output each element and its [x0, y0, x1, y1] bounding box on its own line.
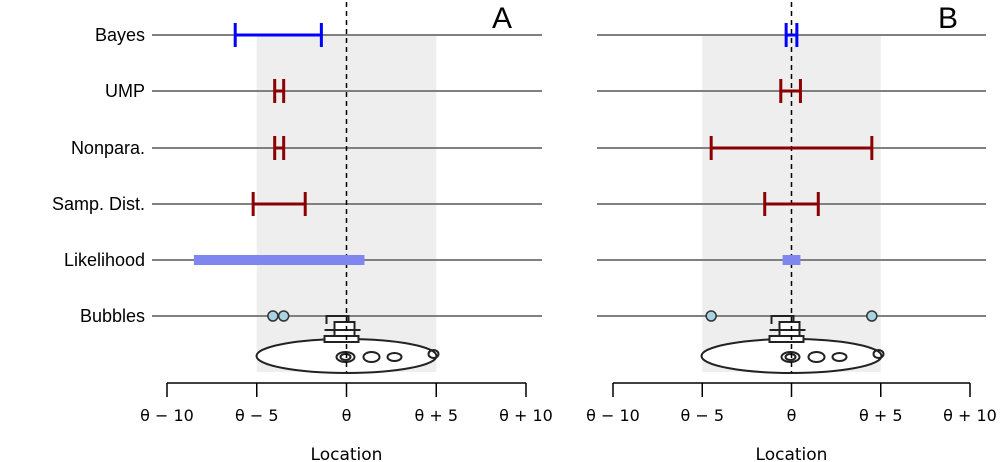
interval-ump: [779, 79, 802, 103]
x-tick-label: θ − 10: [140, 406, 194, 425]
bubble-1: [267, 310, 279, 322]
x-tick-label: θ + 10: [499, 406, 553, 425]
interval-likelihood: [782, 255, 801, 265]
submarine-porthole-3: [831, 352, 848, 362]
submarine-porthole-1-inner: [784, 353, 797, 361]
row-labels: Bayes UMP Nonpara. Samp. Dist. Likelihood Bub…: [52, 25, 145, 326]
panel-a: Aθ − 10 θ − 5 θ θ + 5 θ + 10 Location: [140, 2, 553, 462]
interval-nonpara: [273, 136, 286, 160]
submarine-periscope: [325, 315, 350, 324]
bubble-1: [705, 310, 717, 322]
interval-likelihood: [193, 255, 365, 265]
submarine-propeller: [872, 349, 885, 359]
row-label-bayes: Bayes: [95, 25, 145, 45]
x-tick-label: θ − 5: [235, 406, 279, 425]
bubble-2: [277, 310, 290, 322]
bubble-2: [866, 310, 878, 322]
x-tick-label: θ: [787, 406, 797, 425]
interval-bayes: [233, 23, 323, 47]
row-label-likelihood: Likelihood: [64, 250, 145, 270]
submarine-porthole-1: [335, 351, 356, 363]
panel-label-a: A: [492, 2, 512, 35]
x-tick-label: θ: [342, 406, 352, 425]
x-tick-label: θ − 5: [680, 406, 724, 425]
row-label-nonpara: Nonpara.: [71, 138, 145, 158]
panel-b: Bθ − 10 θ − 5 θ θ + 5 θ + 10 Location: [586, 2, 997, 462]
submarine-porthole-2: [807, 351, 826, 363]
panel-label-b: B: [938, 2, 958, 35]
interval-nonpara: [709, 136, 874, 160]
interval-ump: [273, 79, 286, 103]
x-axis: [166, 382, 527, 397]
interval-bayes: [784, 23, 799, 47]
x-tick-label: θ + 10: [943, 406, 997, 425]
x-axis-label: Location: [311, 445, 383, 462]
submarine-porthole-2: [362, 351, 381, 363]
row-label-ump: UMP: [105, 81, 145, 101]
x-axis-label: Location: [756, 445, 828, 462]
x-axis: [612, 382, 971, 397]
x-tick-label: θ + 5: [414, 406, 458, 425]
submarine-periscope: [770, 315, 795, 324]
interval-samp-dist: [251, 192, 307, 216]
x-tick-label: θ + 5: [859, 406, 903, 425]
x-tick-label: θ − 10: [586, 406, 640, 425]
submarine-porthole-1: [780, 351, 801, 363]
submarine-porthole-1-inner: [339, 353, 352, 361]
interval-samp-dist: [763, 192, 820, 216]
row-label-bubbles: Bubbles: [80, 306, 145, 326]
row-label-samp-dist: Samp. Dist.: [52, 194, 145, 214]
submarine-propeller: [427, 349, 440, 359]
submarine-porthole-3: [386, 352, 403, 362]
